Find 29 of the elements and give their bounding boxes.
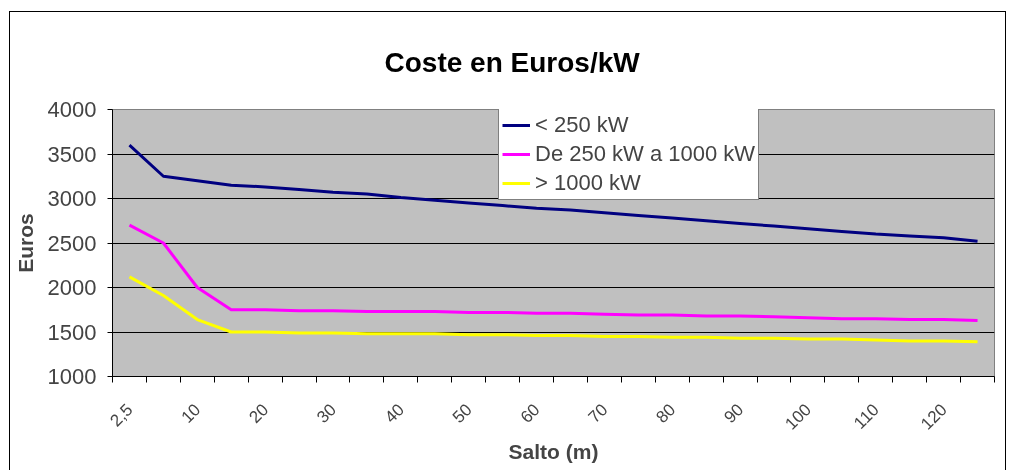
x-tick-label: 60 [516,400,544,427]
x-tick-label: 40 [381,400,408,427]
y-axis-title: Euros [13,213,37,273]
x-axis-title: Salto (m) [508,440,599,464]
chart-title: Coste en Euros/kW [384,46,641,78]
y-tick-label: 3000 [47,186,97,211]
legend-label: De 250 kW a 1000 kW [535,140,756,167]
y-tick-label: 1500 [47,319,97,345]
y-tick-label: 3500 [47,141,97,167]
x-tick-label: 100 [781,400,815,434]
x-tick-label: 90 [720,400,748,427]
y-tick-label: 2000 [47,275,97,300]
line-series [127,223,980,322]
line-series [127,143,980,243]
x-tick-label: 10 [177,400,205,427]
x-tick-label: 20 [245,400,273,427]
line-series [127,275,980,344]
x-tick-label: 30 [313,400,341,427]
x-tick-label: 70 [584,400,612,427]
x-tick-label: 80 [652,400,680,427]
x-tick-label: 2,5 [106,400,137,431]
x-tick-label: 120 [917,400,951,434]
y-tick-label: 4000 [47,97,97,122]
legend-label: < 250 kW [535,111,629,138]
legend-label: > 1000 kW [535,169,641,196]
y-tick-label: 1000 [47,364,97,389]
x-tick-label: 50 [448,400,476,427]
y-tick-label: 2500 [47,230,97,256]
x-tick-label: 110 [850,400,883,433]
